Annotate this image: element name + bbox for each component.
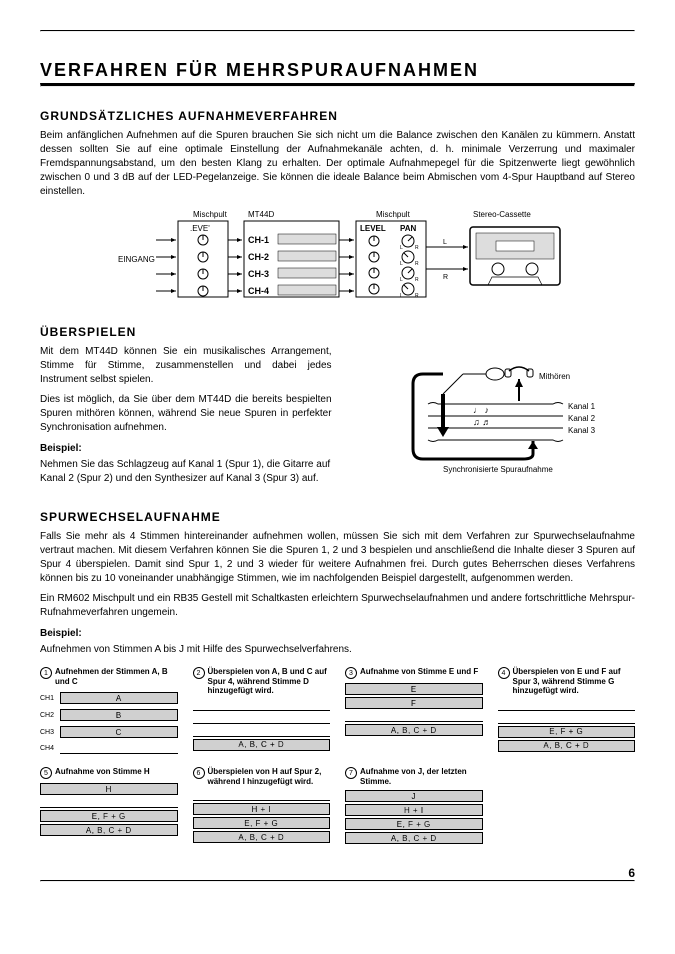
sec3-beispiel-text: Aufnehmen von Stimmen A bis J mit Hilfe … <box>40 643 635 657</box>
step-1: 1 Aufnehmen der Stimmen A, B und C CH1A … <box>40 667 178 757</box>
svg-text:PAN: PAN <box>400 224 417 233</box>
sec2-heading: ÜBERSPIELEN <box>40 325 635 339</box>
step-num-icon: 3 <box>345 667 357 679</box>
svg-text:L: L <box>400 277 403 283</box>
svg-text:L: L <box>443 239 447 246</box>
svg-text:MT44D: MT44D <box>248 210 274 219</box>
svg-text:♫ ♬: ♫ ♬ <box>473 417 491 427</box>
svg-text:L: L <box>400 245 403 251</box>
svg-text:EINGANG: EINGANG <box>118 255 155 264</box>
sec3-para1: Falls Sie mehr als 4 Stimmen hintereinan… <box>40 530 635 586</box>
title-rule <box>40 83 635 87</box>
step-6: 6 Überspielen von H auf Spur 2, während … <box>193 767 331 846</box>
svg-text:CH-4: CH-4 <box>248 286 269 296</box>
step-1-text: Aufnehmen der Stimmen A, B und C <box>55 667 178 686</box>
step-7: 7 Aufnahme von J, der letzten Stimme. J … <box>345 767 483 846</box>
svg-text:Mithören: Mithören <box>539 372 570 381</box>
sec2-para1: Mit dem MT44D können Sie ein musikalisch… <box>40 345 332 387</box>
step-num-icon: 5 <box>40 767 52 779</box>
step-num-icon: 7 <box>345 767 357 779</box>
sec2-beispiel-text: Nehmen Sie das Schlagzeug auf Kanal 1 (S… <box>40 458 332 486</box>
overdub-diagram: Mithören ♩ ♪ ♫ ♬ Kanal 1 Kanal 2 Kanal 3… <box>373 359 613 479</box>
steps-row-1: 1 Aufnehmen der Stimmen A, B und C CH1A … <box>40 667 635 757</box>
sec3-heading: SPURWECHSELAUFNAHME <box>40 510 635 524</box>
step-4: 4 Überspielen von E und F auf Spur 3, wä… <box>498 667 636 757</box>
step-2: 2 Überspielen von A, B und C auf Spur 4,… <box>193 667 331 757</box>
svg-text:R: R <box>415 261 419 267</box>
svg-text:CH-2: CH-2 <box>248 252 269 262</box>
sec2-beispiel-label: Beispiel: <box>40 443 332 454</box>
step-num-icon: 1 <box>40 667 52 679</box>
sec3-beispiel-label: Beispiel: <box>40 628 635 639</box>
svg-text:Kanal 3: Kanal 3 <box>568 426 596 435</box>
svg-text:R: R <box>415 245 419 251</box>
svg-text:Kanal 2: Kanal 2 <box>568 414 596 423</box>
step-num-icon: 2 <box>193 667 205 679</box>
sec2-para2: Dies ist möglich, da Sie über dem MT44D … <box>40 393 332 435</box>
svg-text:Synchronisierte Spuraufnahme: Synchronisierte Spuraufnahme <box>443 465 553 474</box>
step-5-text: Aufnahme von Stimme H <box>55 767 178 779</box>
svg-text:.EVE': .EVE' <box>190 224 210 233</box>
step-7-text: Aufnahme von J, der letzten Stimme. <box>360 767 483 786</box>
step-2-text: Überspielen von A, B und C auf Spur 4, w… <box>208 667 331 696</box>
svg-text:Kanal 1: Kanal 1 <box>568 402 596 411</box>
svg-text:R: R <box>415 277 419 283</box>
svg-text:Mischpult: Mischpult <box>376 210 411 219</box>
top-rule <box>40 30 635 32</box>
step-5: 5 Aufnahme von Stimme H H E, F + G A, B,… <box>40 767 178 846</box>
svg-text:♩ ♪: ♩ ♪ <box>473 405 489 415</box>
svg-text:R: R <box>443 274 448 281</box>
signal-flow-diagram: Mischpult MT44D Mischpult Stereo-Cassett… <box>98 207 578 307</box>
svg-text:Mischpult: Mischpult <box>193 210 228 219</box>
svg-text:CH-1: CH-1 <box>248 235 269 245</box>
bottom-rule <box>40 880 635 882</box>
step-6-text: Überspielen von H auf Spur 2, während I … <box>208 767 331 786</box>
sec3-para2: Ein RM602 Mischpult und ein RB35 Gestell… <box>40 592 635 620</box>
sec1-heading: GRUNDSÄTZLICHES AUFNAHMEVERFAHREN <box>40 109 635 123</box>
svg-text:L: L <box>400 261 403 267</box>
step-3: 3 Aufnahme von Stimme E und F E F A, B, … <box>345 667 483 757</box>
step-3-text: Aufnahme von Stimme E und F <box>360 667 483 679</box>
svg-text:Stereo-Cassette: Stereo-Cassette <box>473 210 531 219</box>
svg-text:LEVEL: LEVEL <box>360 224 386 233</box>
step-num-icon: 6 <box>193 767 205 779</box>
step-4-text: Überspielen von E und F auf Spur 3, währ… <box>513 667 636 696</box>
step-num-icon: 4 <box>498 667 510 679</box>
svg-text:CH-3: CH-3 <box>248 269 269 279</box>
sec1-para: Beim anfänglichen Aufnehmen auf die Spur… <box>40 129 635 199</box>
page-number: 6 <box>40 866 635 880</box>
svg-text:L: L <box>400 293 403 299</box>
steps-row-2: 5 Aufnahme von Stimme H H E, F + G A, B,… <box>40 767 635 846</box>
page-title: VERFAHREN FÜR MEHRSPURAUFNAHMEN <box>40 60 635 81</box>
svg-text:R: R <box>415 293 419 299</box>
